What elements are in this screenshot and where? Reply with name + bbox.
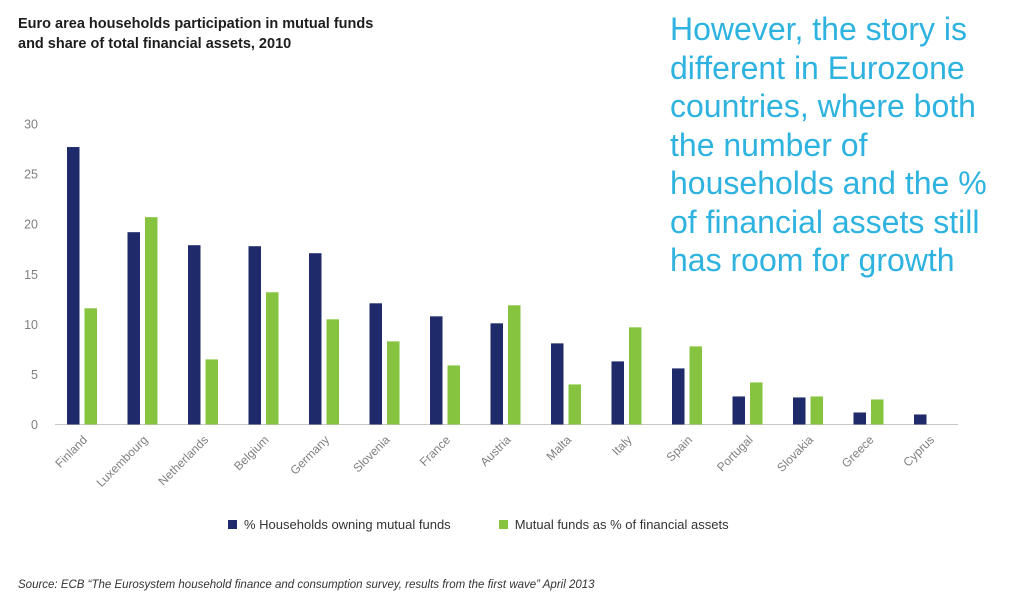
bar-households [188, 245, 201, 425]
x-tick-label: France [417, 432, 454, 469]
bar-households [551, 343, 564, 425]
bar-assets [508, 305, 521, 425]
legend-label-assets: Mutual funds as % of financial assets [514, 517, 729, 532]
bar-households [793, 397, 806, 425]
bar-households [490, 323, 503, 425]
x-tick-label: Belgium [231, 433, 272, 474]
x-tick-label: Portugal [714, 433, 756, 475]
x-tick-label: Greece [839, 432, 877, 470]
bar-households [672, 368, 685, 425]
bar-households [430, 316, 443, 425]
legend-swatch-households [228, 520, 237, 529]
y-tick-label: 10 [24, 318, 38, 332]
source-note: Source: ECB “The Eurosystem household fi… [18, 579, 595, 591]
callout-text: However, the story is different in Euroz… [670, 11, 987, 278]
y-tick-label: 20 [24, 218, 38, 232]
bar-assets [145, 217, 158, 425]
chart-title: Euro area households participation in mu… [18, 16, 374, 52]
x-tick-label: Austria [477, 432, 514, 469]
bar-households [611, 361, 624, 425]
x-tick-label: Italy [609, 433, 634, 458]
bar-assets [871, 399, 884, 425]
y-tick-label: 30 [24, 118, 38, 132]
x-tick-label: Slovenia [350, 432, 393, 475]
legend: % Households owning mutual funds Mutual … [228, 517, 777, 532]
bar-households [914, 414, 927, 425]
x-tick-label: Slovakia [774, 432, 816, 474]
y-tick-label: 5 [31, 368, 38, 382]
x-tick-label: Finland [52, 433, 90, 471]
x-tick-label: Spain [664, 433, 696, 465]
bar-assets [750, 382, 763, 425]
bar-assets [266, 292, 279, 425]
bar-households [369, 303, 382, 425]
bar-households [127, 232, 140, 425]
y-tick-label: 25 [24, 168, 38, 182]
legend-item-assets: Mutual funds as % of financial assets [498, 517, 729, 532]
bar-households [732, 396, 745, 425]
bar-assets [447, 365, 460, 425]
x-tick-label: Cyprus [900, 433, 937, 470]
bar-households [248, 246, 261, 425]
legend-swatch-assets [498, 520, 508, 529]
bar-assets [205, 359, 218, 425]
bar-households [853, 412, 866, 425]
bar-assets [568, 384, 581, 425]
bar-assets [387, 341, 400, 425]
y-tick-label: 15 [24, 268, 38, 282]
x-tick-label: Netherlands [155, 433, 211, 489]
bar-assets [84, 308, 97, 425]
bar-households [67, 147, 80, 425]
legend-label-households: % Households owning mutual funds [244, 517, 451, 532]
bar-assets [629, 327, 642, 425]
bar-assets [810, 396, 823, 425]
x-tick-label: Luxembourg [94, 433, 151, 490]
bar-assets [689, 346, 702, 425]
legend-item-households: % Households owning mutual funds [228, 517, 451, 532]
bar-assets [326, 319, 339, 425]
y-tick-label: 0 [31, 418, 38, 432]
x-tick-label: Malta [543, 432, 574, 463]
bar-households [309, 253, 322, 425]
x-tick-label: Germany [287, 433, 332, 478]
